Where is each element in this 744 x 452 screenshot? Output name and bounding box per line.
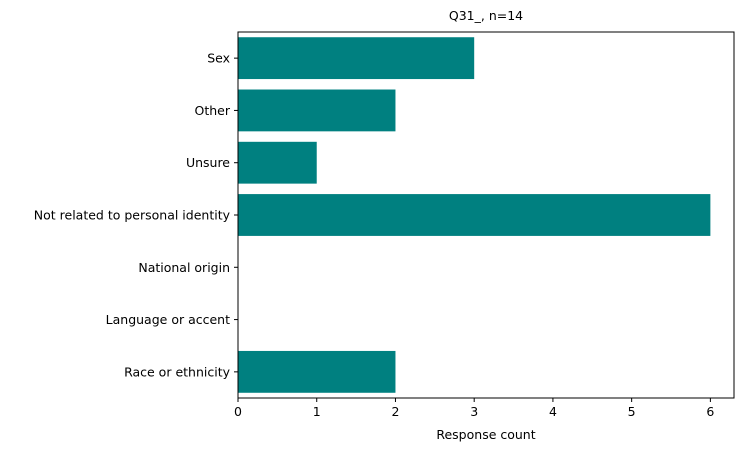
bar-1	[238, 89, 396, 132]
y-tick-label: Language or accent	[106, 312, 230, 327]
y-tick-label: National origin	[138, 260, 230, 275]
x-tick-label: 2	[391, 404, 399, 419]
y-axis-ticks: Sex Other Unsure Not related to personal id…	[34, 51, 238, 379]
y-tick-label: Other	[195, 103, 231, 118]
x-axis-ticks: 0 1 2 3 4 5 6	[234, 398, 714, 419]
x-tick-label: 0	[234, 404, 242, 419]
y-tick-label: Race or ethnicity	[124, 364, 231, 379]
plot-frame	[237, 31, 735, 399]
y-tick-label: Unsure	[186, 155, 230, 170]
y-tick-label: Sex	[207, 51, 230, 66]
x-tick-label: 4	[549, 404, 557, 419]
x-tick-label: 1	[313, 404, 321, 419]
y-tick-label: Not related to personal identity	[34, 208, 231, 223]
chart-title: Q31_, n=14	[449, 8, 523, 23]
x-tick-label: 3	[470, 404, 478, 419]
x-axis-label: Response count	[436, 427, 535, 442]
x-tick-label: 5	[628, 404, 636, 419]
bar-3	[238, 194, 711, 236]
x-tick-label: 6	[706, 404, 714, 419]
bar-2	[238, 141, 317, 184]
bar-0	[238, 37, 475, 80]
bar-6	[238, 350, 396, 393]
bars-group	[238, 37, 711, 393]
